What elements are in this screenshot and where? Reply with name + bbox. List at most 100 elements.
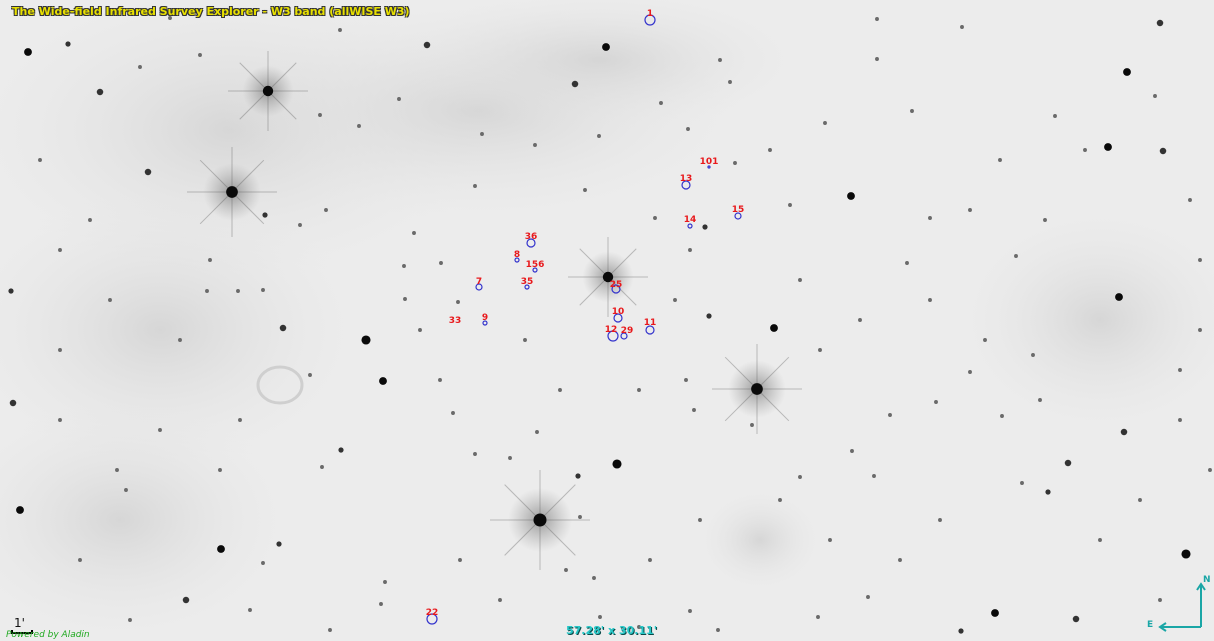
star [1198, 328, 1202, 332]
star [1031, 353, 1035, 357]
source-label-33: 33 [449, 316, 462, 326]
star [78, 558, 82, 562]
star [1098, 538, 1102, 542]
source-marker-35[interactable] [524, 284, 530, 290]
star [768, 148, 772, 152]
star [498, 598, 502, 602]
source-label-15: 15 [732, 205, 745, 215]
star [673, 298, 677, 302]
source-marker-22[interactable] [426, 613, 438, 625]
source-label-101: 101 [700, 157, 719, 167]
star [1188, 198, 1192, 202]
star [262, 85, 274, 97]
star [728, 80, 732, 84]
source-marker-25[interactable] [611, 284, 621, 294]
star [1104, 143, 1112, 151]
star [218, 468, 222, 472]
source-label-10: 10 [612, 307, 625, 317]
star [308, 373, 312, 377]
source-marker-15[interactable] [734, 212, 742, 220]
source-marker-10[interactable] [613, 313, 623, 323]
star [686, 127, 690, 131]
source-marker-1[interactable] [644, 14, 656, 26]
star [1000, 414, 1004, 418]
star [1198, 258, 1202, 262]
source-marker-11[interactable] [645, 325, 655, 335]
source-marker-12[interactable] [607, 330, 619, 342]
star [9, 399, 17, 407]
source-marker-9[interactable] [482, 320, 488, 326]
star [1083, 148, 1087, 152]
source-marker-13[interactable] [681, 180, 691, 190]
star [144, 168, 152, 176]
star [637, 625, 641, 629]
star [637, 388, 641, 392]
star [905, 261, 909, 265]
source-label-11: 11 [644, 318, 657, 328]
star [379, 377, 387, 385]
star [298, 223, 302, 227]
source-label-25: 25 [610, 280, 623, 290]
source-marker-14[interactable] [687, 223, 693, 229]
star [397, 97, 401, 101]
star [798, 475, 802, 479]
star [238, 418, 242, 422]
star [960, 25, 964, 29]
star [379, 602, 383, 606]
star [558, 388, 562, 392]
star [58, 248, 62, 252]
star [328, 628, 332, 632]
source-marker-29[interactable] [620, 332, 628, 340]
star [128, 618, 132, 622]
star [866, 595, 870, 599]
star [1208, 468, 1212, 472]
star [750, 423, 754, 427]
star [236, 289, 240, 293]
source-markers: 1 101 13 14 15 36 8 156 7 35 25 9 33 10 11 12 29 22 [426, 9, 745, 625]
source-marker-156[interactable] [532, 267, 538, 273]
star [706, 313, 712, 319]
star [418, 328, 422, 332]
star [16, 506, 24, 514]
star [248, 608, 252, 612]
star [124, 488, 128, 492]
star [968, 208, 972, 212]
star [523, 338, 527, 342]
star [564, 568, 568, 572]
star [320, 465, 324, 469]
star [938, 518, 942, 522]
source-marker-101[interactable] [707, 165, 711, 169]
star [778, 498, 782, 502]
star [1120, 428, 1128, 436]
source-marker-36[interactable] [526, 238, 536, 248]
star [602, 271, 614, 283]
star [1045, 489, 1051, 495]
source-label-1: 1 [647, 9, 653, 19]
star [324, 208, 328, 212]
star [733, 161, 737, 165]
star [612, 459, 622, 469]
star [575, 473, 581, 479]
source-marker-8[interactable] [514, 257, 520, 263]
star [217, 545, 225, 553]
star [1156, 19, 1164, 27]
star [958, 628, 964, 634]
star [1053, 114, 1057, 118]
star [168, 16, 172, 20]
compass-north-label: N [1203, 575, 1211, 585]
star [702, 224, 708, 230]
star [648, 558, 652, 562]
star [578, 515, 582, 519]
star [847, 192, 855, 200]
compass: N E [1147, 575, 1211, 632]
star [198, 53, 202, 57]
source-marker-7[interactable] [475, 283, 483, 291]
star [473, 452, 477, 456]
source-label-9: 9 [482, 313, 488, 323]
source-label-29: 29 [621, 326, 634, 336]
star [318, 113, 322, 117]
star [456, 300, 460, 304]
star [403, 297, 407, 301]
